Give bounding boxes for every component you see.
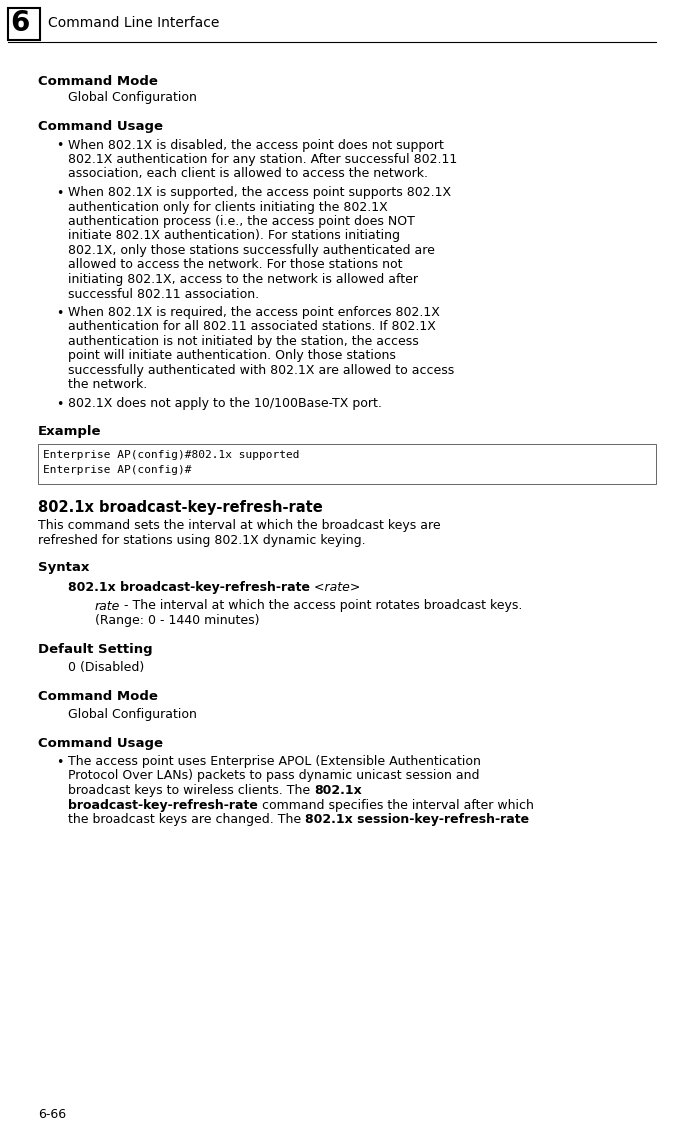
Text: Enterprise AP(config)#802.1x supported: Enterprise AP(config)#802.1x supported [43,450,300,460]
Text: association, each client is allowed to access the network.: association, each client is allowed to a… [68,167,428,180]
Text: successfully authenticated with 802.1X are allowed to access: successfully authenticated with 802.1X a… [68,364,454,377]
Text: point will initiate authentication. Only those stations: point will initiate authentication. Only… [68,350,396,362]
Text: 802.1X authentication for any station. After successful 802.11: 802.1X authentication for any station. A… [68,153,457,166]
Text: authentication process (i.e., the access point does NOT: authentication process (i.e., the access… [68,215,415,228]
Text: 802.1x broadcast-key-refresh-rate: 802.1x broadcast-key-refresh-rate [68,581,310,594]
Text: Example: Example [38,425,101,439]
Text: command specifies the interval after which: command specifies the interval after whi… [258,799,534,811]
Text: •: • [56,187,64,200]
Text: 0 (Disabled): 0 (Disabled) [68,661,144,675]
Text: rate: rate [95,599,120,613]
Text: When 802.1X is supported, the access point supports 802.1X: When 802.1X is supported, the access poi… [68,186,451,199]
Text: 6: 6 [10,9,29,37]
Text: (Range: 0 - 1440 minutes): (Range: 0 - 1440 minutes) [95,614,259,627]
Text: Global Configuration: Global Configuration [68,708,197,721]
Text: <rate>: <rate> [310,581,360,594]
Text: 802.1x session-key-refresh-rate: 802.1x session-key-refresh-rate [305,813,529,826]
Text: - The interval at which the access point rotates broadcast keys.: - The interval at which the access point… [120,599,523,613]
Text: Command Mode: Command Mode [38,689,158,703]
Text: 6-66: 6-66 [38,1108,66,1121]
Text: 802.1X does not apply to the 10/100Base-TX port.: 802.1X does not apply to the 10/100Base-… [68,397,382,409]
Text: •: • [56,307,64,320]
Text: Command Line Interface: Command Line Interface [48,16,220,30]
Text: successful 802.11 association.: successful 802.11 association. [68,288,259,300]
Text: authentication only for clients initiating the 802.1X: authentication only for clients initiati… [68,201,388,213]
Text: the broadcast keys are changed. The: the broadcast keys are changed. The [68,813,305,826]
Text: broadcast keys to wireless clients. The: broadcast keys to wireless clients. The [68,784,314,797]
Text: Protocol Over LANs) packets to pass dynamic unicast session and: Protocol Over LANs) packets to pass dyna… [68,769,479,783]
Text: Command Mode: Command Mode [38,74,158,88]
Text: Default Setting: Default Setting [38,643,153,655]
Text: the network.: the network. [68,379,147,391]
Text: •: • [56,756,64,769]
Text: refreshed for stations using 802.1X dynamic keying.: refreshed for stations using 802.1X dyna… [38,534,366,547]
Text: •: • [56,398,64,411]
Text: broadcast-key-refresh-rate: broadcast-key-refresh-rate [68,799,258,811]
FancyBboxPatch shape [8,8,40,39]
Text: authentication is not initiated by the station, the access: authentication is not initiated by the s… [68,335,419,349]
Text: authentication for all 802.11 associated stations. If 802.1X: authentication for all 802.11 associated… [68,320,436,334]
Bar [38,444,656,484]
Text: The access point uses Enterprise APOL (Extensible Authentication: The access point uses Enterprise APOL (E… [68,755,481,768]
Text: Global Configuration: Global Configuration [68,91,197,105]
Text: Command Usage: Command Usage [38,120,163,133]
Text: •: • [56,140,64,152]
Text: 802.1x broadcast-key-refresh-rate: 802.1x broadcast-key-refresh-rate [38,500,323,515]
Text: Syntax: Syntax [38,561,90,573]
Text: allowed to access the network. For those stations not: allowed to access the network. For those… [68,258,402,272]
Text: Command Usage: Command Usage [38,737,163,749]
Text: Enterprise AP(config)#: Enterprise AP(config)# [43,465,192,475]
Text: 802.1X, only those stations successfully authenticated are: 802.1X, only those stations successfully… [68,244,435,257]
Text: When 802.1X is required, the access point enforces 802.1X: When 802.1X is required, the access poin… [68,306,440,319]
Text: When 802.1X is disabled, the access point does not support: When 802.1X is disabled, the access poin… [68,139,444,151]
Text: This command sets the interval at which the broadcast keys are: This command sets the interval at which … [38,520,440,532]
Text: initiate 802.1X authentication). For stations initiating: initiate 802.1X authentication). For sta… [68,229,400,243]
Text: initiating 802.1X, access to the network is allowed after: initiating 802.1X, access to the network… [68,273,418,287]
Text: 802.1x: 802.1x [314,784,362,797]
